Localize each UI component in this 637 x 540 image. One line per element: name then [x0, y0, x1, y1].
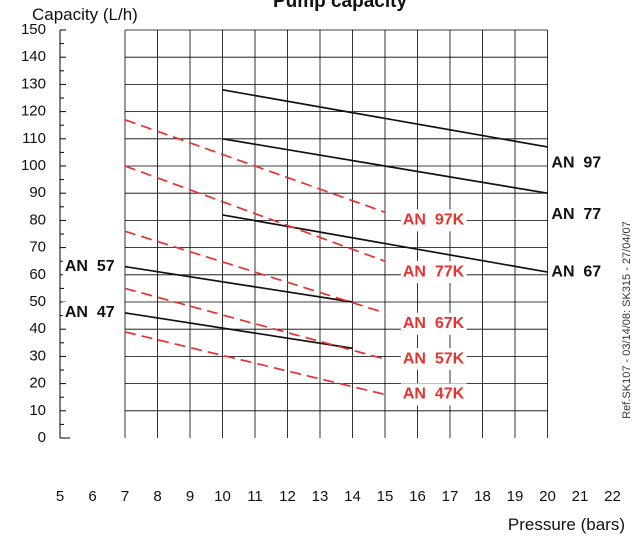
- series-line-an-47: [124, 312, 353, 350]
- x-tick-label: 6: [88, 488, 96, 505]
- y-tick-label: 60: [29, 266, 46, 283]
- y-tick-label: 120: [21, 103, 46, 120]
- series-label-background: [549, 261, 604, 284]
- x-tick-label: 11: [247, 488, 263, 505]
- x-tick-labels: 5 6 7 8 9 10 11 12 13 14 15 16 17 18 19 20 21 22: [56, 488, 621, 505]
- series-label: AN 67K: [403, 315, 465, 332]
- series-label-background: [549, 152, 604, 175]
- series-line-an-97: [222, 89, 548, 148]
- series-label-background: [62, 301, 117, 324]
- x-tick-label: 17: [442, 488, 459, 505]
- x-tick-label: 16: [409, 488, 426, 505]
- series-line-an-97k: [124, 118, 386, 214]
- x-tick-label: 5: [56, 488, 64, 505]
- chart-title: Pump capacity: [273, 0, 408, 12]
- series-line-an-57: [124, 265, 353, 303]
- x-tick-label: 12: [279, 488, 296, 505]
- series-line-an-47k: [124, 331, 386, 396]
- series-label: AN 47: [65, 304, 115, 321]
- y-tick-label: 10: [29, 402, 46, 419]
- y-tick-label: 90: [29, 184, 46, 201]
- series-line-an-77k: [124, 165, 386, 262]
- grid: [59, 29, 548, 439]
- series-label-background: [62, 255, 117, 278]
- x-tick-label: 21: [572, 488, 589, 505]
- series-label-background: [400, 348, 467, 371]
- x-tick-label: 9: [186, 488, 194, 505]
- x-tick-label: 22: [604, 488, 621, 505]
- series-label-background: [400, 312, 467, 335]
- series-label: AN 77: [551, 206, 601, 223]
- y-tick-label: 40: [29, 320, 46, 337]
- x-tick-label: 18: [474, 488, 491, 505]
- series-label-background: [400, 383, 467, 406]
- series-label-background: [400, 261, 467, 284]
- x-axis-title: Pressure (bars): [508, 515, 625, 534]
- series-line-an-57k: [124, 287, 386, 360]
- x-tick-label: 8: [153, 488, 161, 505]
- y-tick-label: 100: [21, 157, 46, 174]
- y-tick-label: 110: [22, 130, 46, 147]
- series-label: AN 77K: [403, 263, 465, 280]
- series-labels: AN 97 AN 77 AN 67 AN 57 AN 47 AN 97K AN 77K AN …: [62, 152, 604, 406]
- series-label: AN 67: [551, 263, 601, 280]
- series-label: AN 47K: [403, 386, 465, 403]
- series-label-background: [549, 203, 604, 226]
- series-line-an-67k: [124, 230, 386, 314]
- y-axis-title: Capacity (L/h): [32, 5, 138, 24]
- series-label: AN 57: [65, 258, 115, 275]
- y-tick-label: 20: [29, 375, 46, 392]
- y-tick-label: 30: [29, 347, 46, 364]
- x-tick-label: 10: [214, 488, 231, 505]
- series-line-an-77: [222, 137, 548, 195]
- series-label-background: [400, 209, 467, 232]
- y-tick-label: 150: [21, 21, 46, 38]
- series-label: AN 97K: [403, 212, 465, 229]
- x-tick-label: 20: [539, 488, 556, 505]
- series-label: AN 97: [551, 154, 601, 171]
- y-tick-label: 130: [21, 75, 46, 92]
- reference-note: Ref.SK107 - 03/14/08: SK315 - 27/04/07: [621, 221, 633, 419]
- series-label: AN 57K: [403, 350, 465, 367]
- series-line-an-67: [222, 214, 548, 273]
- x-tick-label: 13: [312, 488, 329, 505]
- x-tick-label: 14: [344, 488, 361, 505]
- y-tick-label: 50: [29, 293, 46, 310]
- y-tick-label: 0: [38, 429, 46, 446]
- x-tick-label: 7: [121, 488, 129, 505]
- series-lines: [124, 89, 548, 396]
- y-tick-label: 80: [29, 211, 46, 228]
- x-tick-label: 15: [377, 488, 394, 505]
- x-tick-label: 19: [507, 488, 524, 505]
- y-tick-label: 140: [21, 48, 46, 65]
- y-tick-labels: 0 10 20 30 40 50 60 70 80 90 100 110 120 130 140 150: [21, 21, 46, 446]
- y-tick-label: 70: [29, 239, 46, 256]
